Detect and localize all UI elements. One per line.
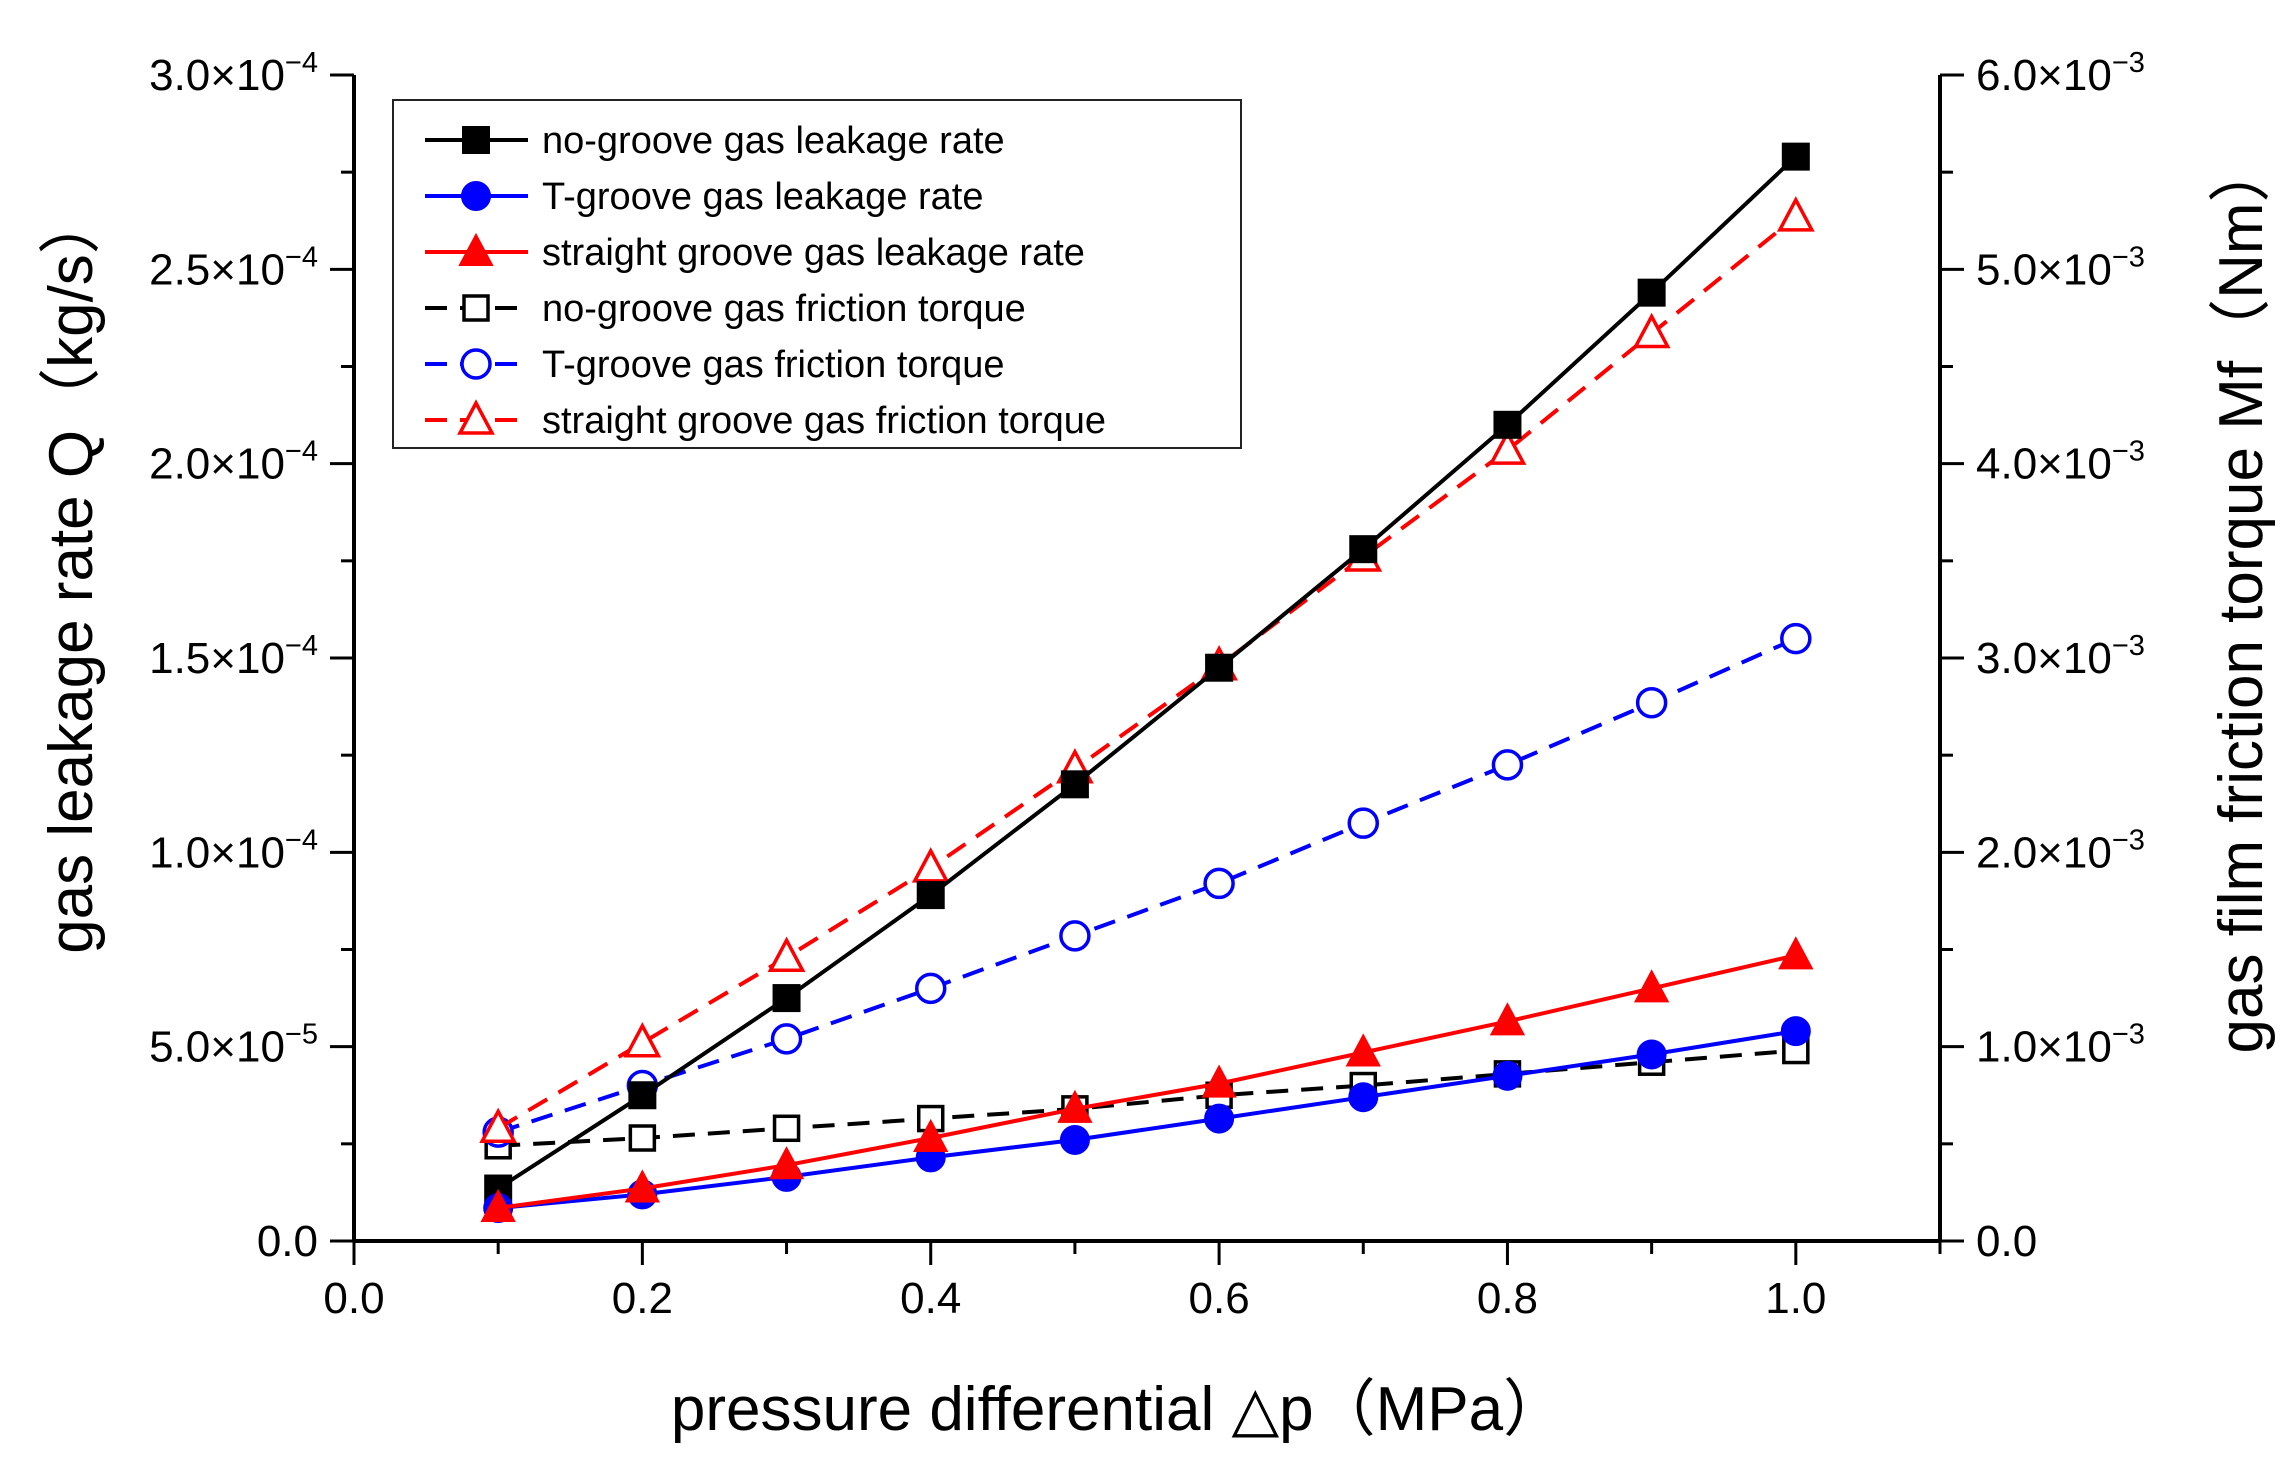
data-point [1060, 770, 1089, 799]
x-tick-label: 0.8 [1477, 1274, 1538, 1323]
data-point [1635, 686, 1668, 719]
legend-marker [461, 181, 491, 211]
legend-label: T-groove gas leakage rate [542, 176, 984, 218]
data-point [1780, 622, 1812, 655]
legend-marker [462, 126, 490, 154]
y2-tick-label: 2.0×10−3 [1976, 824, 2145, 877]
data-point [1636, 1039, 1667, 1070]
data-point [628, 1124, 657, 1152]
legend-item: no-groove gas friction torque [425, 288, 1026, 330]
data-point [1493, 410, 1522, 439]
legend-item: straight groove gas leakage rate [425, 232, 1085, 274]
data-point [1345, 1033, 1381, 1067]
data-point [772, 984, 801, 1013]
series-T-groove-gas-leakage-rate [483, 1016, 1811, 1223]
x-tick-label: 1.0 [1765, 1274, 1826, 1323]
data-point [1492, 1060, 1523, 1091]
data-point [1205, 653, 1234, 682]
y2-tick-label: 0.0 [1976, 1217, 2037, 1266]
axes-layer: 0.0 0.2 0.4 0.6 0.8 1.0 0.0 5.0×10−5 1.0×10−4 1.5… [149, 47, 2145, 1323]
series-line [497, 215, 1798, 1131]
data-point [770, 1023, 803, 1055]
data-point [1201, 1064, 1237, 1098]
legend-label: straight groove gas leakage rate [542, 232, 1085, 274]
y2-tick-label: 4.0×10−3 [1976, 436, 2145, 489]
legend-item: straight groove gas friction torque [425, 399, 1106, 442]
y-tick-label: 1.0×10−4 [149, 824, 318, 877]
legend-item: T-groove gas leakage rate [425, 176, 984, 218]
data-point [772, 1114, 801, 1143]
data-point [624, 1169, 661, 1203]
x-tick-label: 0.2 [612, 1274, 673, 1323]
data-point [479, 1107, 518, 1144]
series-T-groove-gas-friction-torque [482, 622, 1812, 1148]
y-tick-label: 1.5×10−4 [149, 630, 318, 683]
legend-marker [462, 294, 490, 322]
y-tick-label: 0.0 [257, 1217, 318, 1266]
data-point [628, 1081, 657, 1110]
legend: no-groove gas leakage rate T-groove gas l… [392, 99, 1242, 449]
data-point [1059, 1124, 1090, 1155]
series-layer [479, 142, 1815, 1223]
series-no-groove-gas-leakage-rate [484, 142, 1810, 1203]
data-point [1633, 969, 1670, 1003]
series-line [497, 155, 1798, 1191]
data-point [1057, 1089, 1093, 1123]
data-point [1349, 535, 1378, 564]
y2-tick-label: 6.0×10−3 [1976, 47, 2145, 100]
y-axis-title: gas leakage rate Q（kg/s） [37, 192, 106, 954]
x-tick-label: 0.6 [1189, 1274, 1250, 1323]
y2-tick-label: 5.0×10−3 [1976, 241, 2145, 294]
y2-axis-title: gas film friction torque Mf（Nm） [2207, 141, 2276, 1054]
data-point [1488, 429, 1527, 465]
series-line [497, 636, 1797, 1135]
data-point [1204, 1103, 1235, 1134]
data-point [1347, 807, 1380, 839]
data-point [480, 1188, 516, 1222]
data-point [914, 972, 947, 1005]
data-point [913, 1118, 949, 1153]
x-tick-label: 0.4 [900, 1274, 961, 1323]
data-point [1348, 1082, 1379, 1113]
y-tick-label: 2.0×10−4 [149, 436, 318, 489]
series-line [498, 1029, 1797, 1210]
data-point [1059, 920, 1091, 952]
y-tick-label: 5.0×10−5 [149, 1019, 318, 1072]
legend-label: straight groove gas friction torque [542, 400, 1106, 442]
series-straight-groove-gas-leakage-rate [480, 936, 1814, 1222]
data-point [1776, 196, 1815, 232]
data-point [1489, 1002, 1526, 1036]
y2-tick-label: 1.0×10−3 [1976, 1019, 2145, 1072]
x-axis-title: pressure differential △p（MPa） [671, 1375, 1565, 1444]
legend-box [392, 99, 1242, 449]
y2-tick-label: 3.0×10−3 [1976, 630, 2145, 683]
legend-marker [458, 232, 494, 266]
series-line [497, 953, 1797, 1210]
legend-marker [460, 348, 492, 380]
data-point [1632, 312, 1671, 349]
legend-label: no-groove gas friction torque [542, 288, 1026, 330]
legend-marker [457, 399, 495, 435]
data-point [1491, 749, 1524, 781]
legend-item: no-groove gas leakage rate [425, 120, 1005, 162]
data-point [911, 847, 950, 883]
legend-item: T-groove gas friction torque [425, 344, 1005, 386]
series-line [498, 1048, 1796, 1148]
data-point [1203, 867, 1235, 900]
legend-label: no-groove gas leakage rate [542, 120, 1005, 162]
data-point [767, 936, 806, 973]
data-point [1637, 278, 1666, 307]
data-point [1780, 1016, 1811, 1047]
y-tick-label: 3.0×10−4 [149, 47, 318, 100]
x-tick-label: 0.0 [323, 1274, 384, 1323]
y-tick-label: 2.5×10−4 [149, 241, 318, 294]
data-point [623, 1022, 662, 1058]
legend-label: T-groove gas friction torque [542, 344, 1005, 386]
data-point [1781, 142, 1810, 171]
data-point [916, 881, 945, 910]
data-point [768, 1146, 805, 1180]
data-point [1778, 936, 1814, 970]
